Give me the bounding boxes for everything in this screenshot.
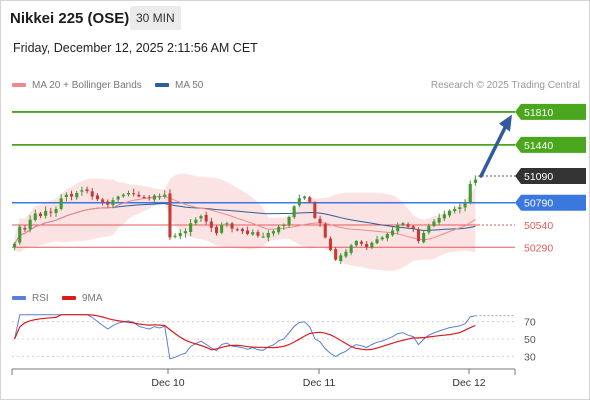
legend-item-9ma: 9MA bbox=[62, 293, 103, 304]
legend-item-ma50: MA 50 bbox=[155, 80, 203, 91]
legend-swatch-ma20 bbox=[12, 83, 26, 88]
legend-label-rsi: RSI bbox=[32, 293, 49, 304]
legend-label-ma50: MA 50 bbox=[175, 80, 204, 91]
legend-swatch-ma50 bbox=[155, 83, 169, 88]
timeframe-badge[interactable]: 30 MIN bbox=[130, 6, 181, 30]
legend-label-9ma: 9MA bbox=[82, 293, 103, 304]
legend-swatch-9ma bbox=[62, 296, 76, 301]
legend-label-ma20: MA 20 + Bollinger Bands bbox=[32, 80, 142, 91]
legend-item-rsi: RSI bbox=[12, 293, 49, 304]
chart-datetime: Friday, December 12, 2025 2:11:56 AM CET bbox=[13, 41, 258, 55]
instrument-title: Nikkei 225 (OSE) bbox=[10, 10, 130, 27]
research-credit: Research © 2025 Trading Central bbox=[430, 80, 580, 91]
chart-header: Nikkei 225 (OSE) 30 MIN bbox=[0, 0, 590, 36]
legend-item-ma20: MA 20 + Bollinger Bands bbox=[12, 80, 142, 91]
legend-swatch-rsi bbox=[12, 296, 26, 301]
